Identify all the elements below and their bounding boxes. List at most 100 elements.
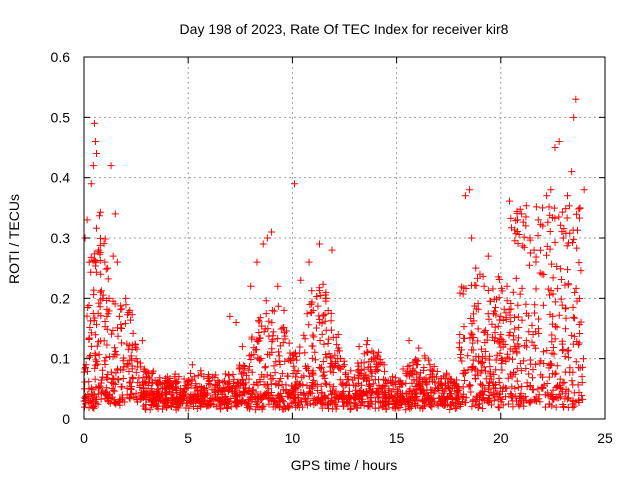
data-point-sample	[534, 216, 542, 224]
data-point	[528, 321, 536, 329]
data-point	[523, 343, 531, 351]
data-point	[224, 395, 232, 403]
data-point	[549, 343, 557, 351]
data-point	[318, 404, 326, 412]
data-point	[99, 373, 107, 381]
data-point	[154, 389, 162, 397]
data-point	[460, 334, 468, 342]
data-point-sample	[466, 186, 474, 194]
data-point	[447, 389, 455, 397]
data-point	[95, 212, 103, 220]
data-point	[486, 352, 494, 360]
data-point	[174, 404, 182, 412]
data-point	[101, 395, 109, 403]
data-point	[161, 383, 169, 391]
data-point	[576, 330, 584, 338]
data-point	[570, 389, 578, 397]
data-point-sample	[580, 186, 588, 194]
data-point	[328, 390, 335, 398]
data-point	[281, 332, 289, 340]
data-point	[261, 364, 269, 372]
data-point	[109, 374, 117, 382]
data-point	[515, 230, 523, 238]
data-point	[498, 387, 506, 395]
data-point	[271, 369, 279, 377]
data-point	[532, 203, 540, 211]
data-point-sample	[97, 270, 105, 278]
data-point	[486, 363, 494, 371]
data-point	[99, 291, 107, 299]
data-point	[430, 362, 438, 370]
data-point	[102, 384, 110, 392]
data-point	[344, 395, 352, 403]
data-point	[450, 380, 458, 388]
data-point	[96, 303, 104, 311]
data-point	[354, 391, 362, 399]
data-point	[260, 328, 268, 336]
data-point	[561, 305, 569, 313]
data-point-sample	[538, 204, 546, 212]
data-point	[245, 352, 253, 360]
data-point	[292, 373, 300, 381]
data-point	[342, 369, 350, 377]
data-point-sample	[89, 162, 97, 170]
data-point	[548, 390, 556, 398]
data-point	[365, 402, 373, 410]
data-point	[484, 331, 492, 339]
data-point	[568, 331, 576, 339]
data-point	[565, 346, 573, 354]
data-point	[263, 380, 271, 388]
data-point	[308, 354, 316, 362]
data-point	[512, 217, 520, 225]
data-point	[472, 392, 480, 400]
data-point	[546, 227, 554, 235]
data-point	[529, 366, 537, 374]
data-point-sample	[509, 288, 517, 296]
data-point-sample	[491, 337, 499, 345]
data-point	[406, 404, 414, 412]
data-point	[197, 370, 205, 378]
data-point	[339, 381, 347, 389]
data-point	[97, 379, 105, 387]
data-point	[196, 382, 204, 390]
data-point	[506, 311, 514, 319]
data-point	[243, 404, 251, 412]
data-point	[289, 398, 297, 406]
data-point	[115, 376, 123, 384]
data-point	[548, 349, 556, 357]
data-point	[274, 302, 282, 310]
data-point	[334, 394, 342, 402]
data-point	[86, 324, 94, 332]
data-point	[409, 365, 417, 373]
data-point	[81, 403, 89, 411]
data-point	[100, 240, 108, 248]
data-point	[118, 305, 126, 313]
data-point	[565, 394, 573, 402]
data-point	[173, 394, 181, 402]
data-point	[194, 371, 202, 379]
data-point	[435, 387, 443, 395]
y-tick-label: 0	[62, 411, 70, 427]
data-point	[468, 403, 476, 411]
data-point	[466, 382, 474, 390]
data-point	[459, 290, 467, 298]
data-point	[488, 320, 496, 328]
data-point-sample	[101, 258, 109, 266]
data-point	[303, 310, 311, 318]
data-point	[460, 376, 468, 384]
data-point	[210, 386, 218, 394]
data-point	[561, 395, 569, 403]
data-point	[540, 348, 548, 356]
data-point	[505, 306, 513, 314]
data-point-sample	[232, 318, 240, 326]
data-point	[257, 355, 265, 363]
data-point	[409, 394, 417, 402]
data-point-sample	[109, 252, 117, 260]
data-point-sample	[99, 294, 107, 302]
data-point-sample	[93, 150, 101, 158]
data-point	[499, 356, 507, 364]
data-point	[247, 390, 255, 398]
data-point	[573, 244, 581, 252]
data-point	[94, 338, 102, 346]
y-tick-label: 0.3	[51, 230, 71, 246]
